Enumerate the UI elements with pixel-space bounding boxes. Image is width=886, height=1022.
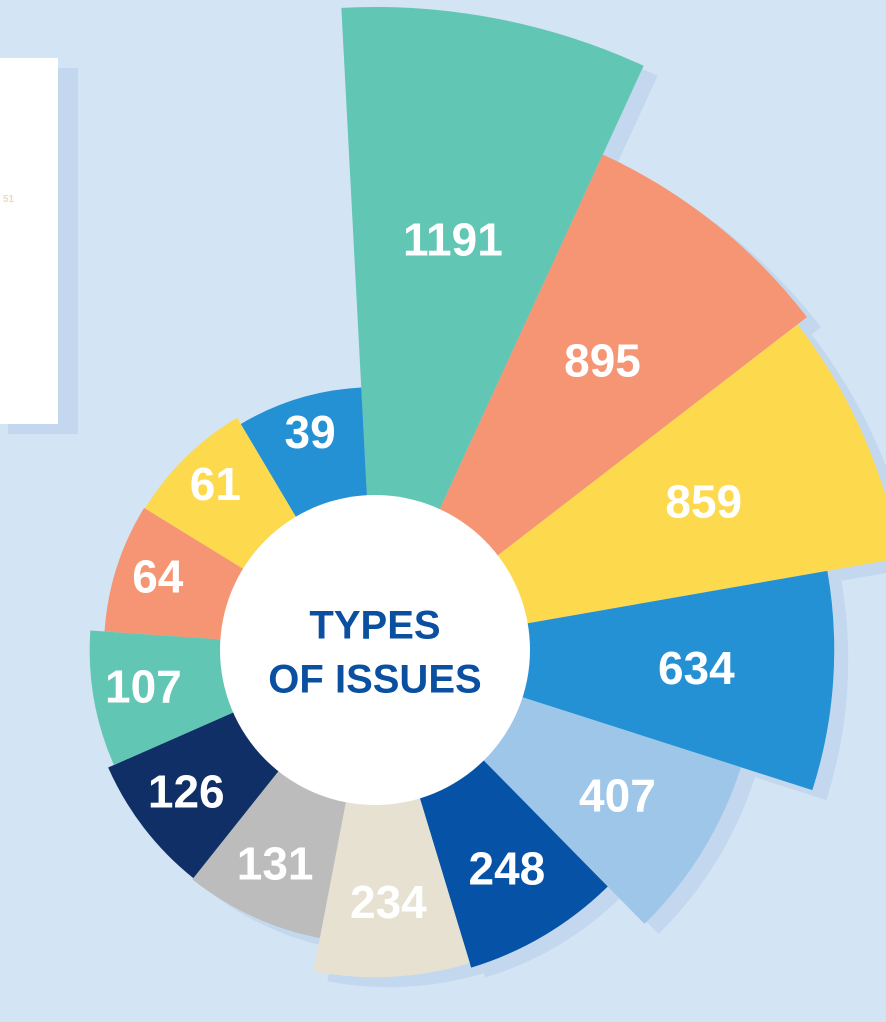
value-label: 107 <box>105 661 182 713</box>
value-label: 859 <box>665 475 742 527</box>
wedge <box>375 570 835 791</box>
value-label: 1191 <box>403 214 503 266</box>
wedge <box>341 6 644 650</box>
wedge <box>313 650 470 978</box>
value-label: 64 <box>132 551 184 603</box>
value-label: 634 <box>658 642 735 694</box>
value-label: 407 <box>579 769 656 821</box>
value-label: 248 <box>469 842 546 894</box>
chart-title: OF ISSUES <box>268 658 481 702</box>
value-label: 234 <box>350 876 427 928</box>
value-label: 126 <box>148 766 225 818</box>
value-label: 61 <box>190 458 241 510</box>
center-circle <box>220 495 530 805</box>
value-label: 895 <box>564 335 641 387</box>
value-label: 131 <box>237 837 314 889</box>
side-note: 51 <box>3 194 15 205</box>
value-label: 39 <box>285 406 336 458</box>
side-panel <box>0 58 58 424</box>
chart-title: TYPES <box>309 604 440 648</box>
wedge <box>375 154 807 651</box>
